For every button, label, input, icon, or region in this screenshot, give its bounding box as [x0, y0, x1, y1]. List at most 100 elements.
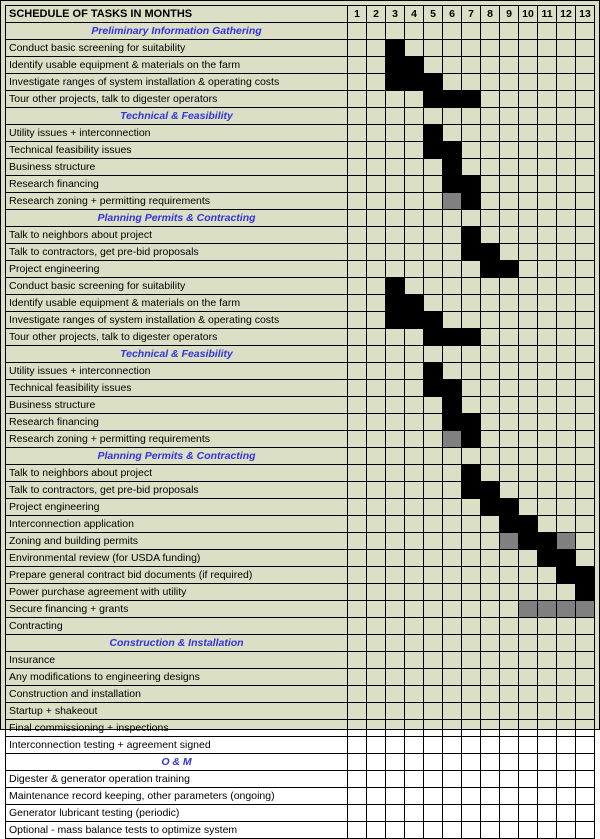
gantt-cell [348, 278, 367, 295]
gantt-cell [557, 74, 576, 91]
gantt-cell [443, 125, 462, 142]
gantt-cell [481, 601, 500, 618]
task-label: Talk to neighbors about project [6, 227, 348, 244]
gantt-cell [386, 669, 405, 686]
gantt-cell [405, 431, 424, 448]
gantt-cell [576, 703, 595, 720]
gantt-cell [405, 822, 424, 839]
gantt-cell [462, 737, 481, 754]
gantt-cell [500, 720, 519, 737]
gantt-cell [538, 499, 557, 516]
section-row: Planning Permits & Contracting [6, 210, 595, 227]
gantt-cell [462, 482, 481, 499]
gantt-cell [386, 652, 405, 669]
gantt-cell [557, 465, 576, 482]
gantt-cell [424, 244, 443, 261]
gantt-cell [424, 516, 443, 533]
gantt-cell [348, 329, 367, 346]
gantt-cell [576, 74, 595, 91]
task-label: Digester & generator operation training [6, 771, 348, 788]
gantt-cell [462, 550, 481, 567]
gantt-cell [538, 669, 557, 686]
gantt-cell [348, 652, 367, 669]
gantt-cell [443, 499, 462, 516]
gantt-cell [500, 669, 519, 686]
gantt-cell [443, 771, 462, 788]
gantt-cell [386, 40, 405, 57]
gantt-cell [519, 227, 538, 244]
gantt-cell [519, 91, 538, 108]
gantt-cell [386, 380, 405, 397]
gantt-cell [500, 108, 519, 125]
gantt-cell [462, 669, 481, 686]
gantt-cell [367, 159, 386, 176]
gantt-cell [462, 142, 481, 159]
gantt-cell [367, 108, 386, 125]
gantt-cell [500, 567, 519, 584]
gantt-cell [367, 482, 386, 499]
task-label: Technical feasibility issues [6, 142, 348, 159]
gantt-cell [443, 465, 462, 482]
gantt-cell [443, 40, 462, 57]
gantt-cell [424, 720, 443, 737]
gantt-cell [500, 584, 519, 601]
section-row: Preliminary Information Gathering [6, 23, 595, 40]
gantt-cell [424, 703, 443, 720]
task-label: Research financing [6, 414, 348, 431]
gantt-cell [500, 346, 519, 363]
task-label: Talk to contractors, get pre-bid proposa… [6, 244, 348, 261]
gantt-cell [500, 550, 519, 567]
gantt-cell [538, 108, 557, 125]
gantt-cell [367, 91, 386, 108]
gantt-cell [405, 720, 424, 737]
gantt-cell [557, 601, 576, 618]
gantt-cell [386, 108, 405, 125]
gantt-cell [367, 363, 386, 380]
gantt-cell [481, 414, 500, 431]
gantt-cell [443, 142, 462, 159]
gantt-cell [481, 23, 500, 40]
gantt-cell [443, 23, 462, 40]
section-row: O & M [6, 754, 595, 771]
gantt-cell [576, 142, 595, 159]
gantt-cell [519, 669, 538, 686]
task-label: Construction and installation [6, 686, 348, 703]
task-label: Identify usable equipment & materials on… [6, 295, 348, 312]
gantt-cell [386, 210, 405, 227]
gantt-cell [443, 74, 462, 91]
gantt-cell [576, 771, 595, 788]
gantt-cell [557, 669, 576, 686]
gantt-cell [481, 720, 500, 737]
task-row: Identify usable equipment & materials on… [6, 295, 595, 312]
gantt-cell [500, 312, 519, 329]
gantt-cell [519, 261, 538, 278]
gantt-cell [500, 363, 519, 380]
gantt-cell [367, 720, 386, 737]
gantt-cell [481, 346, 500, 363]
gantt-cell [405, 465, 424, 482]
gantt-cell [348, 737, 367, 754]
gantt-cell [367, 618, 386, 635]
task-label: Investigate ranges of system installatio… [6, 312, 348, 329]
gantt-cell [348, 142, 367, 159]
gantt-cell [405, 771, 424, 788]
gantt-cell [538, 822, 557, 839]
gantt-cell [424, 57, 443, 74]
gantt-cell [576, 669, 595, 686]
gantt-cell [386, 142, 405, 159]
gantt-cell [424, 533, 443, 550]
gantt-cell [462, 652, 481, 669]
gantt-cell [367, 346, 386, 363]
gantt-cell [557, 159, 576, 176]
task-row: Utility issues + interconnection [6, 363, 595, 380]
gantt-cell [462, 363, 481, 380]
gantt-cell [500, 482, 519, 499]
task-row: Research financing [6, 176, 595, 193]
gantt-cell [367, 550, 386, 567]
gantt-cell [367, 601, 386, 618]
task-label: Research zoning + permitting requirement… [6, 193, 348, 210]
gantt-cell [500, 601, 519, 618]
gantt-cell [576, 516, 595, 533]
gantt-cell [538, 176, 557, 193]
gantt-cell [576, 822, 595, 839]
